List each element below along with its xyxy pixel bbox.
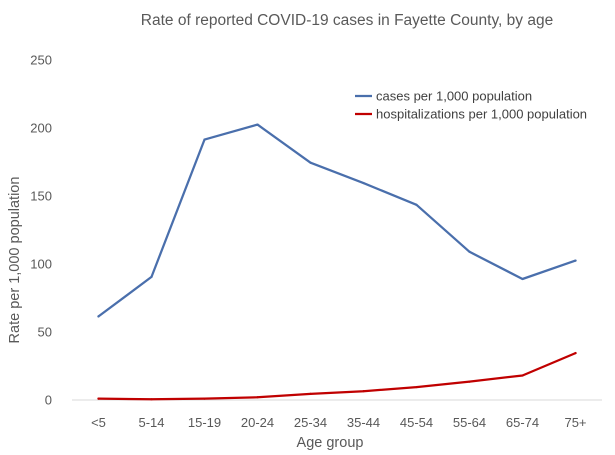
x-tick-label: 45-54 (400, 415, 433, 430)
x-tick-label: 20-24 (241, 415, 274, 430)
series-line-1 (97, 123, 577, 318)
x-tick-label: 75+ (564, 415, 586, 430)
data-point (97, 315, 100, 318)
data-point (521, 277, 524, 281)
y-tick-label: 150 (30, 189, 52, 204)
data-point (309, 392, 312, 395)
legend-label: cases per 1,000 population (376, 89, 532, 104)
data-point (150, 275, 153, 279)
legend: cases per 1,000 population hospitalizatio… (355, 89, 587, 122)
data-point (468, 250, 471, 253)
x-tick-label: <5 (91, 415, 106, 430)
y-tick-label: 0 (45, 393, 52, 408)
data-point (468, 380, 471, 383)
data-point (362, 181, 365, 185)
x-tick-label: 15-19 (188, 415, 221, 430)
y-tick-label: 200 (30, 121, 52, 136)
data-point (574, 259, 577, 262)
series-lines (97, 123, 577, 401)
series-line-2 (97, 351, 577, 401)
data-point (362, 390, 365, 393)
x-tick-label: 35-44 (347, 415, 380, 430)
legend-label: hospitalizations per 1,000 population (376, 107, 587, 122)
x-axis-ticks: <5 5-14 15-19 20-24 25-34 35-44 45-54 55-64 65-7… (91, 415, 586, 430)
x-tick-label: 55-64 (453, 415, 486, 430)
y-tick-label: 250 (30, 53, 52, 68)
y-tick-label: 50 (38, 325, 52, 340)
data-point (256, 123, 259, 126)
x-tick-label: 25-34 (294, 415, 327, 430)
data-point (97, 397, 100, 400)
y-axis-ticks: 0 50 100 150 200 250 (30, 53, 52, 408)
x-tick-label: 5-14 (138, 415, 164, 430)
y-tick-label: 100 (30, 257, 52, 272)
data-point (521, 374, 524, 377)
x-axis-label: Age group (297, 435, 364, 451)
data-point (309, 161, 312, 164)
data-point (203, 138, 206, 141)
data-point (415, 203, 418, 206)
data-point (415, 385, 418, 389)
data-point (574, 351, 577, 355)
chart-title: Rate of reported COVID-19 cases in Fayet… (141, 12, 553, 29)
data-point (256, 396, 259, 399)
data-point (203, 397, 206, 400)
y-axis-label: Rate per 1,000 population (7, 177, 23, 344)
x-tick-label: 65-74 (506, 415, 539, 430)
data-point (150, 398, 153, 401)
